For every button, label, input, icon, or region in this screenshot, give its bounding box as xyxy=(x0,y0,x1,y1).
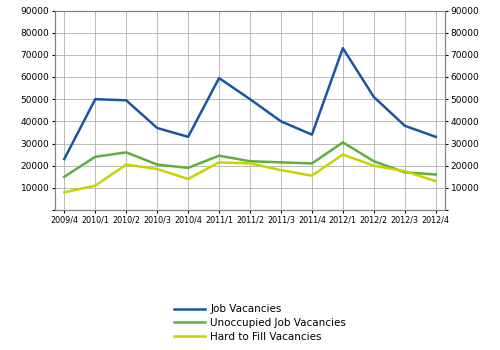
Hard to Fill Vacancies xyxy=(62,190,68,194)
Job Vacancies xyxy=(185,135,191,139)
Job Vacancies xyxy=(123,98,129,102)
Unoccupied Job Vacancies xyxy=(185,166,191,170)
Unoccupied Job Vacancies xyxy=(402,170,408,174)
Unoccupied Job Vacancies xyxy=(216,154,222,158)
Line: Unoccupied Job Vacancies: Unoccupied Job Vacancies xyxy=(64,142,436,177)
Job Vacancies xyxy=(92,97,98,101)
Hard to Fill Vacancies xyxy=(309,174,315,178)
Job Vacancies xyxy=(278,119,284,124)
Hard to Fill Vacancies xyxy=(123,162,129,167)
Job Vacancies xyxy=(309,133,315,137)
Hard to Fill Vacancies xyxy=(247,161,253,166)
Legend: Job Vacancies, Unoccupied Job Vacancies, Hard to Fill Vacancies: Job Vacancies, Unoccupied Job Vacancies,… xyxy=(170,301,350,345)
Unoccupied Job Vacancies xyxy=(92,155,98,159)
Job Vacancies xyxy=(340,46,346,50)
Hard to Fill Vacancies xyxy=(92,183,98,188)
Unoccupied Job Vacancies xyxy=(432,173,438,177)
Hard to Fill Vacancies xyxy=(402,169,408,173)
Job Vacancies xyxy=(371,95,377,99)
Line: Job Vacancies: Job Vacancies xyxy=(64,48,436,159)
Hard to Fill Vacancies xyxy=(432,179,438,183)
Line: Hard to Fill Vacancies: Hard to Fill Vacancies xyxy=(64,155,436,192)
Unoccupied Job Vacancies xyxy=(309,161,315,166)
Hard to Fill Vacancies xyxy=(216,160,222,164)
Unoccupied Job Vacancies xyxy=(123,150,129,154)
Hard to Fill Vacancies xyxy=(371,163,377,168)
Unoccupied Job Vacancies xyxy=(62,175,68,179)
Job Vacancies xyxy=(216,76,222,80)
Job Vacancies xyxy=(62,157,68,161)
Unoccupied Job Vacancies xyxy=(154,162,160,167)
Job Vacancies xyxy=(432,135,438,139)
Hard to Fill Vacancies xyxy=(154,167,160,171)
Job Vacancies xyxy=(247,97,253,101)
Unoccupied Job Vacancies xyxy=(278,160,284,164)
Hard to Fill Vacancies xyxy=(185,177,191,181)
Job Vacancies xyxy=(402,124,408,128)
Unoccupied Job Vacancies xyxy=(371,159,377,163)
Unoccupied Job Vacancies xyxy=(247,159,253,163)
Hard to Fill Vacancies xyxy=(278,168,284,172)
Job Vacancies xyxy=(154,126,160,130)
Hard to Fill Vacancies xyxy=(340,153,346,157)
Unoccupied Job Vacancies xyxy=(340,140,346,145)
